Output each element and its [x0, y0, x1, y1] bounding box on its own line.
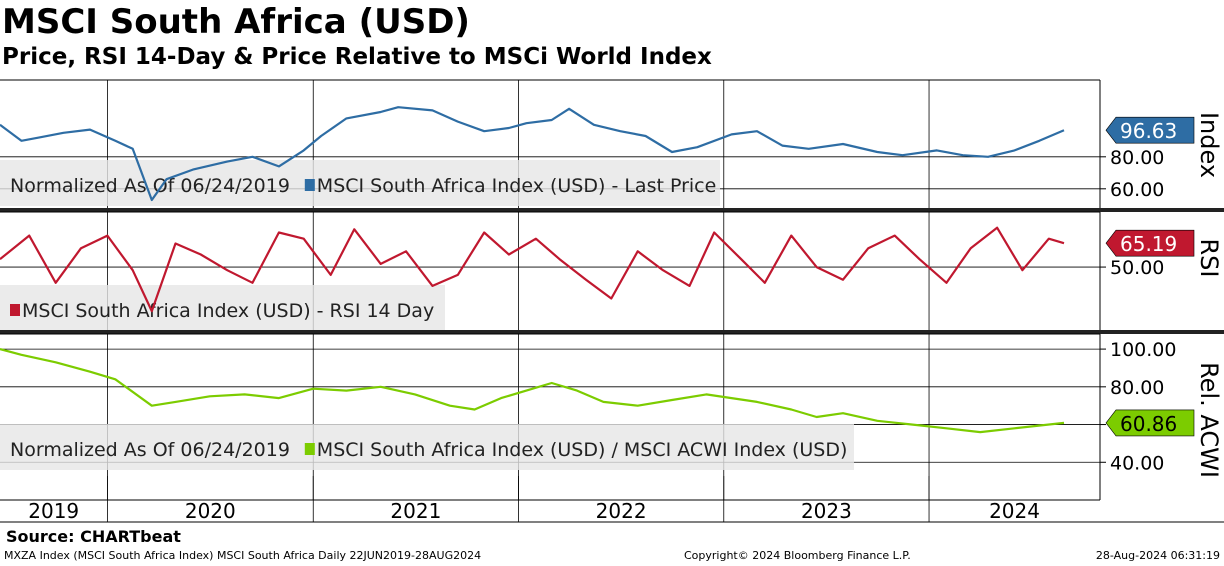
x-tick-label: 2024 [989, 499, 1040, 523]
source-label: Source: CHARTbeat [6, 527, 181, 546]
y-tick-label: 40.00 [1110, 452, 1164, 474]
legend-entry: MSCI South Africa Index (USD) - Last Pri… [317, 175, 717, 197]
panel-axis-label: Index [1195, 112, 1223, 178]
x-tick-label: 2020 [185, 499, 236, 523]
last-value-badge [1105, 409, 1195, 437]
footer-timestamp: 28-Aug-2024 06:31:19 [1095, 549, 1220, 562]
series-line [0, 226, 1065, 313]
y-tick-label: 100.00 [1110, 339, 1176, 361]
legend-entry: MSCI South Africa Index (USD) - RSI 14 D… [22, 300, 434, 322]
y-tick-label: 80.00 [1110, 147, 1164, 169]
panel-axis-label: RSI [1195, 239, 1223, 278]
x-tick-label: 2023 [801, 499, 852, 523]
series-line [0, 106, 1065, 202]
last-value-badge [1105, 116, 1195, 144]
footer-copyright: Copyright© 2024 Bloomberg Finance L.P. [684, 549, 911, 562]
last-value-label: 96.63 [1120, 119, 1177, 143]
legend-swatch [304, 179, 315, 191]
footer-description: MXZA Index (MSCI South Africa Index) MSC… [4, 549, 482, 562]
panel-separator [0, 330, 1224, 334]
x-tick-label: 2019 [28, 499, 79, 523]
x-tick-label: 2022 [596, 499, 647, 523]
legend-box [0, 424, 854, 470]
last-value-label: 65.19 [1120, 232, 1177, 256]
panel-axis-label: Rel. ACWI [1195, 362, 1223, 478]
legend-entry: Normalized As Of 06/24/2019 [10, 175, 290, 197]
legend-box [0, 160, 720, 206]
legend-swatch [304, 443, 315, 455]
y-tick-label: 80.00 [1110, 377, 1164, 399]
legend-swatch [10, 304, 20, 316]
legend-box [0, 285, 445, 331]
chart-subtitle: Price, RSI 14-Day & Price Relative to MS… [2, 44, 712, 70]
y-tick-label: 50.00 [1110, 257, 1164, 279]
x-tick-label: 2021 [390, 499, 441, 523]
y-tick-label: 60.00 [1110, 179, 1164, 201]
last-value-badge [1105, 229, 1195, 257]
legend-entry: Normalized As Of 06/24/2019 [10, 439, 290, 461]
last-value-label: 60.86 [1120, 412, 1177, 436]
panel-separator [0, 208, 1224, 212]
series-line [0, 348, 1065, 434]
legend-entry: MSCI South Africa Index (USD) / MSCI ACW… [317, 439, 848, 461]
chart-title: MSCI South Africa (USD) [2, 2, 470, 42]
